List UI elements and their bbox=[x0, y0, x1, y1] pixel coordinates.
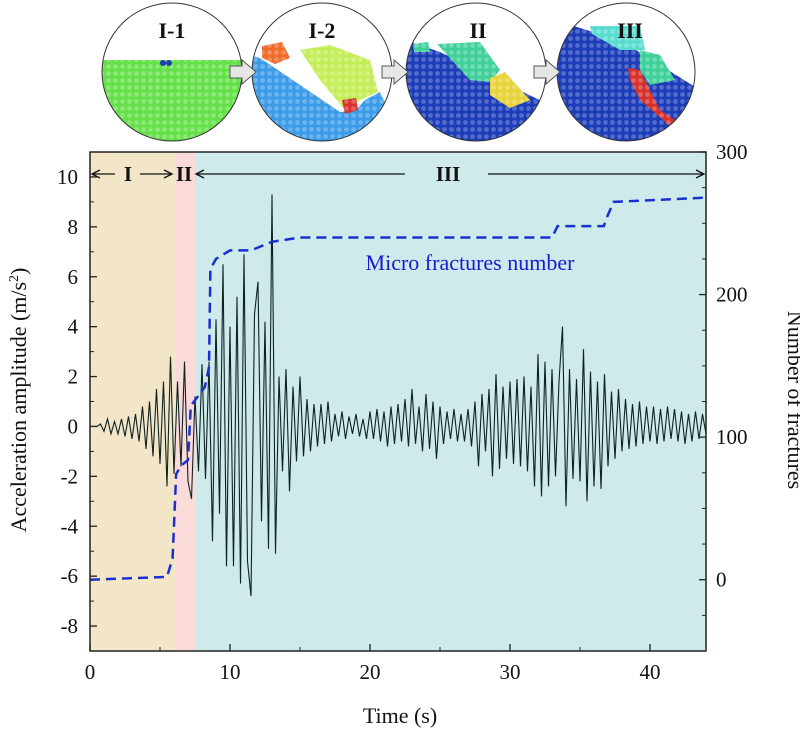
x-tick-label: 0 bbox=[85, 660, 96, 684]
arrow-right-icon bbox=[381, 58, 409, 86]
arrow-right-icon bbox=[229, 58, 257, 86]
y2-tick-label: 300 bbox=[716, 140, 748, 164]
arrow-right-icon bbox=[533, 58, 561, 86]
x-tick-label: 10 bbox=[220, 660, 241, 684]
inset-label: I-2 bbox=[309, 18, 336, 43]
x-tick-label: 30 bbox=[500, 660, 521, 684]
acceleration-line bbox=[90, 194, 706, 597]
y2-axis-title: Number of fractures bbox=[783, 311, 800, 489]
inset-stage-i-1: I-1 bbox=[101, 2, 243, 142]
y-tick-label: 4 bbox=[68, 315, 79, 339]
inset-stage-ii: II bbox=[405, 2, 547, 142]
series-group bbox=[90, 194, 706, 597]
x-tick-label: 20 bbox=[360, 660, 381, 684]
y2-tick-label: 100 bbox=[716, 425, 748, 449]
y-tick-label: 0 bbox=[68, 414, 79, 438]
stage-labels bbox=[90, 169, 706, 179]
inset-label: I-1 bbox=[159, 18, 186, 43]
y-tick-label: -2 bbox=[61, 464, 79, 488]
y-tick-label: 8 bbox=[68, 215, 79, 239]
y-tick-label: -8 bbox=[61, 614, 79, 638]
inset-label: III bbox=[617, 18, 643, 43]
x-tick-label: 40 bbox=[640, 660, 661, 684]
stage-label-i: I bbox=[124, 162, 132, 186]
y2-tick-label: 0 bbox=[716, 568, 727, 592]
y-tick-label: 10 bbox=[57, 165, 78, 189]
stage-label-iii: III bbox=[436, 162, 461, 186]
y-axis-title: Acceleration amplitude (m/s2) bbox=[6, 268, 31, 533]
plot-area bbox=[90, 152, 706, 651]
fractures-annotation: Micro fractures number bbox=[366, 250, 576, 275]
y-tick-label: -6 bbox=[61, 564, 79, 588]
y2-tick-label: 200 bbox=[716, 283, 748, 307]
inset-stage-i-2: I-2 bbox=[251, 2, 393, 142]
inset-label: II bbox=[469, 18, 486, 43]
y-tick-label: 2 bbox=[68, 365, 79, 389]
x-axis-title: Time (s) bbox=[363, 703, 437, 728]
y-tick-label: -4 bbox=[61, 514, 79, 538]
stage-label-ii: II bbox=[176, 162, 192, 186]
y-tick-label: 6 bbox=[68, 265, 79, 289]
inset-stage-iii: III bbox=[556, 2, 696, 142]
stage-band-i bbox=[90, 152, 176, 651]
fractures-line bbox=[90, 196, 706, 581]
